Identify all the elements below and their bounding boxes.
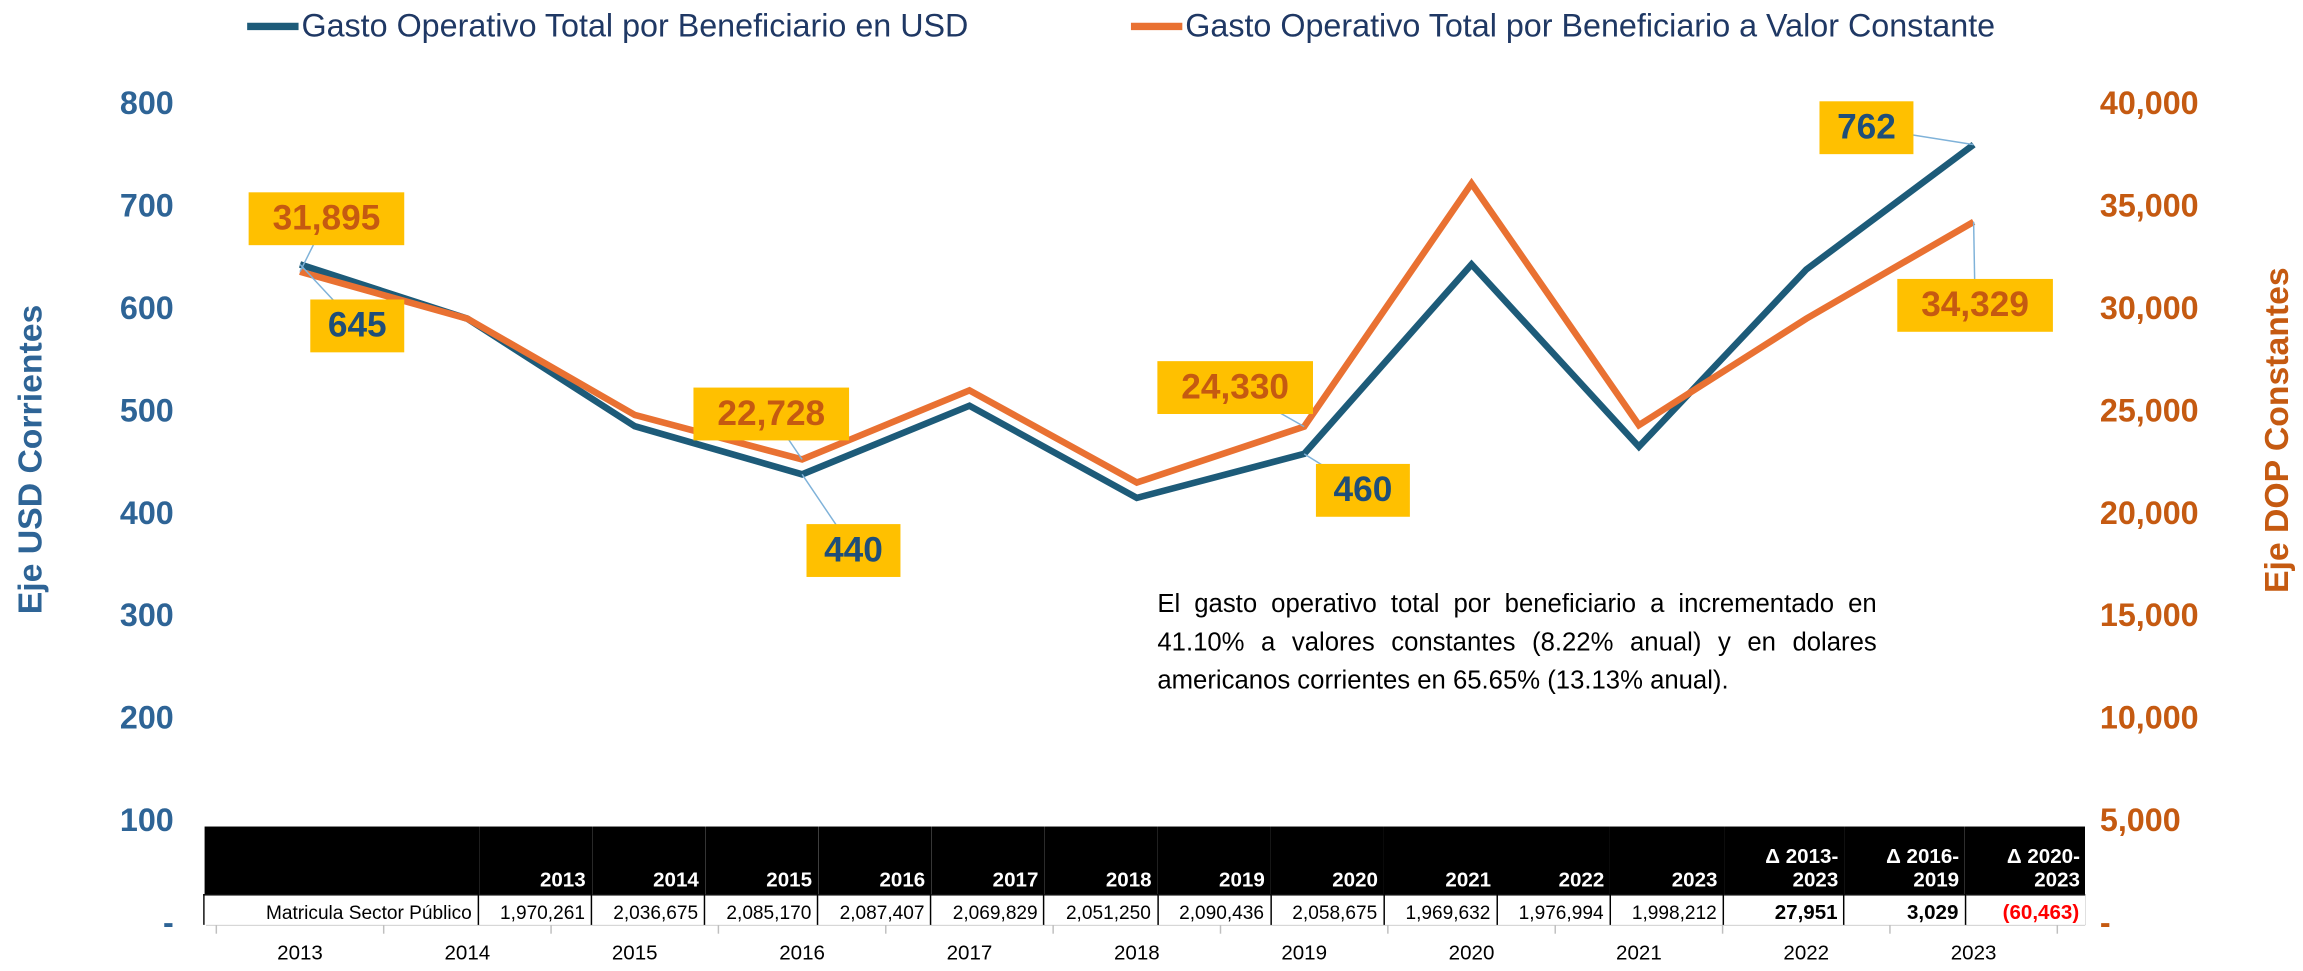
data-label: 34,329	[1921, 285, 2029, 324]
table-cell: 2,051,250	[1043, 894, 1159, 925]
y-tick-label: 500	[120, 392, 174, 428]
header-cell: 2014	[591, 826, 705, 895]
data-label-box	[806, 524, 901, 577]
y-tick-label: 700	[120, 188, 174, 224]
header-cell: 2019	[1157, 826, 1271, 895]
y2-tick-label: 15,000	[2100, 597, 2199, 633]
header-cell: 2016	[817, 826, 932, 895]
y-tick-label: 200	[120, 700, 174, 736]
data-label: 762	[1837, 108, 1896, 147]
data-label-box	[693, 387, 850, 441]
header-cell: 2022	[1497, 826, 1611, 895]
y2-axis-title: Eje DOP Constantes	[2258, 267, 2296, 593]
table-cell: (60,463)	[1964, 894, 2086, 925]
x-tick-label: 2014	[445, 942, 491, 965]
y-tick-label: 100	[120, 802, 174, 838]
data-label: 31,895	[273, 199, 381, 238]
y2-tick-label: 40,000	[2100, 85, 2199, 121]
x-tick-label: 2018	[1114, 942, 1160, 965]
header-cell	[203, 826, 479, 895]
table-cell: 2,058,675	[1269, 894, 1385, 925]
table-cell: 2,087,407	[817, 894, 932, 925]
table-cell: 1,998,212	[1609, 894, 1725, 925]
body-row: Matricula Sector Público 1,970,261 2,036,6…	[203, 894, 2086, 925]
table-box: 2013 2014 2015 2016 2017 2018 2019 2020 2021 2022…	[203, 826, 2086, 925]
data-label-box	[1315, 463, 1410, 517]
header-cell: 2017	[931, 826, 1045, 895]
legend-label: Gasto Operativo Total por Beneficiario e…	[301, 7, 968, 43]
table-cell: 27,951	[1722, 894, 1845, 925]
table-cell: 2,036,675	[590, 894, 706, 925]
table-cell: 1,969,632	[1383, 894, 1498, 925]
series-line	[299, 177, 1976, 487]
y-tick-label: 800	[120, 85, 174, 121]
header-cell: 2013	[478, 826, 592, 895]
table-cell: 2,069,829	[930, 894, 1046, 925]
data-label: 460	[1334, 470, 1393, 509]
x-tick-label: 2019	[1281, 942, 1327, 965]
legend-label: Gasto Operativo Total por Beneficiario a…	[1185, 7, 1995, 43]
x-tick-label: 2020	[1449, 942, 1495, 965]
y2-tick-label: 35,000	[2100, 188, 2199, 224]
x-tick-label: 2015	[612, 942, 658, 965]
x-tick-label: 2016	[779, 942, 825, 965]
x-tick-label: 2013	[277, 942, 323, 965]
data-label: 440	[824, 530, 883, 569]
y2-tick-label: 5,000	[2100, 802, 2181, 838]
x-tick-label: 2021	[1616, 942, 1662, 965]
data-label-box	[1819, 101, 1914, 155]
table-cell: 2,085,170	[704, 894, 819, 925]
header-cell: 2020	[1270, 826, 1384, 895]
header-cell: 2021	[1383, 826, 1498, 895]
row-label: Matricula Sector Público	[203, 894, 480, 925]
y-tick-label: -	[163, 904, 174, 940]
data-label-box	[1897, 278, 2053, 332]
header-row: 2013 2014 2015 2016 2017 2018 2019 2020 2021 2022…	[203, 826, 2086, 895]
table-cell: 3,029	[1843, 894, 1966, 925]
x-tick-label: 2017	[947, 942, 993, 965]
y2-tick-label: 30,000	[2100, 290, 2199, 326]
table-cell: 1,976,994	[1496, 894, 1611, 925]
annotation-box: El gasto operativo total por beneficiari…	[1157, 588, 1877, 695]
data-label: 22,728	[717, 394, 825, 433]
y2-tick-label: -	[2100, 904, 2111, 940]
y-tick-label: 600	[120, 290, 174, 326]
table-cell: 1,970,261	[477, 894, 593, 925]
data-label-box	[310, 299, 405, 353]
y-tick-label: 300	[120, 597, 174, 633]
annotation: El gasto operativo total por beneficiari…	[1157, 588, 1877, 695]
header-cell: 2023	[1610, 826, 1724, 895]
x-tick-label: 2022	[1783, 942, 1829, 965]
y-tick-label: 400	[120, 495, 174, 531]
data-label-box	[1157, 361, 1313, 414]
header-cell: Δ 2016-2019	[1844, 826, 1966, 895]
header-cell: 2018	[1044, 826, 1158, 895]
y2-tick-label: 10,000	[2100, 700, 2199, 736]
y2-tick-label: 25,000	[2100, 392, 2199, 428]
y2-tick-label: 20,000	[2100, 495, 2199, 531]
data-label: 645	[328, 306, 387, 345]
data-label-box	[248, 192, 405, 246]
series-line	[298, 141, 1976, 502]
data-table: 2013 2014 2015 2016 2017 2018 2019 2020 2021 2022…	[203, 826, 2086, 925]
y-axis-title: Eje USD Corrientes	[12, 305, 50, 614]
header-cell: 2015	[704, 826, 818, 895]
x-tick-label: 2023	[1951, 942, 1997, 965]
table-cell: 2,090,436	[1156, 894, 1272, 925]
header-cell: Δ 2020-2023	[1965, 826, 2086, 895]
data-label: 24,330	[1181, 367, 1289, 406]
header-cell: Δ 2013-2023	[1723, 826, 1845, 895]
